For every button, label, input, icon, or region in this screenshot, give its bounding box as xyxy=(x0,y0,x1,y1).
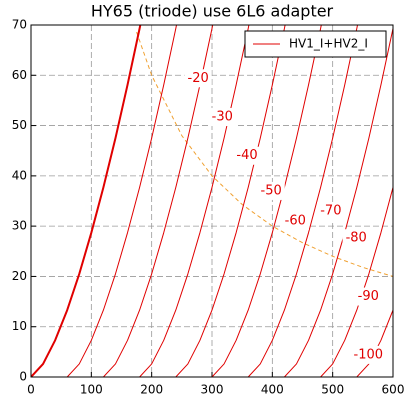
x-tick-label: 200 xyxy=(140,383,163,397)
y-tick-label: 70 xyxy=(12,18,27,32)
annotations: -20 -30 -40 -50 -60 -70 -80 -90 -100 xyxy=(184,69,387,364)
plate-curve xyxy=(31,28,393,377)
legend-label: HV1_I+HV2_I xyxy=(289,37,368,51)
y-tick-label: 10 xyxy=(12,319,27,333)
annotation-box xyxy=(257,181,285,200)
chart-title: HY65 (triode) use 6L6 adapter xyxy=(91,2,334,21)
annotation: -80 xyxy=(346,231,367,246)
annotation-box xyxy=(317,202,345,221)
y-tick-label: 60 xyxy=(12,68,27,82)
plate-curve xyxy=(31,25,359,377)
annotation-box xyxy=(208,108,236,127)
dissipation-line xyxy=(136,31,393,277)
annotation: -100 xyxy=(354,347,384,362)
x-tick-label: 0 xyxy=(27,383,35,397)
plate-curve xyxy=(31,25,250,377)
annotation: -20 xyxy=(188,71,209,86)
annotation-box xyxy=(350,345,387,364)
annotation: -40 xyxy=(236,148,257,163)
plate-curve xyxy=(31,25,178,377)
x-tick-label: 300 xyxy=(201,383,224,397)
annotation: -90 xyxy=(358,289,379,304)
annotation-box xyxy=(281,212,309,231)
annotation: -30 xyxy=(212,110,233,125)
annotation: -70 xyxy=(320,204,341,219)
y-tick-label: 0 xyxy=(19,370,27,384)
y-tick-label: 40 xyxy=(12,168,27,182)
plot-frame xyxy=(30,24,394,378)
legend: HV1_I+HV2_I xyxy=(244,30,387,58)
annotation-box xyxy=(342,229,370,248)
annotation: -60 xyxy=(285,214,306,229)
plate-curve xyxy=(31,25,142,377)
plate-curve xyxy=(31,25,286,377)
x-tick-label: 600 xyxy=(382,383,405,397)
x-tick-label: 400 xyxy=(261,383,284,397)
annotation-box xyxy=(354,287,382,306)
annotation: -50 xyxy=(261,183,282,198)
y-tick-label: 20 xyxy=(12,269,27,283)
y-tick-label: 50 xyxy=(12,118,27,132)
annotation-box xyxy=(233,146,261,165)
plate-curve xyxy=(31,187,393,377)
plate-curve xyxy=(31,25,214,377)
x-tick-label: 500 xyxy=(321,383,344,397)
x-tick-label: 100 xyxy=(80,383,103,397)
y-tick-label: 30 xyxy=(12,219,27,233)
annotation-box xyxy=(184,69,212,88)
